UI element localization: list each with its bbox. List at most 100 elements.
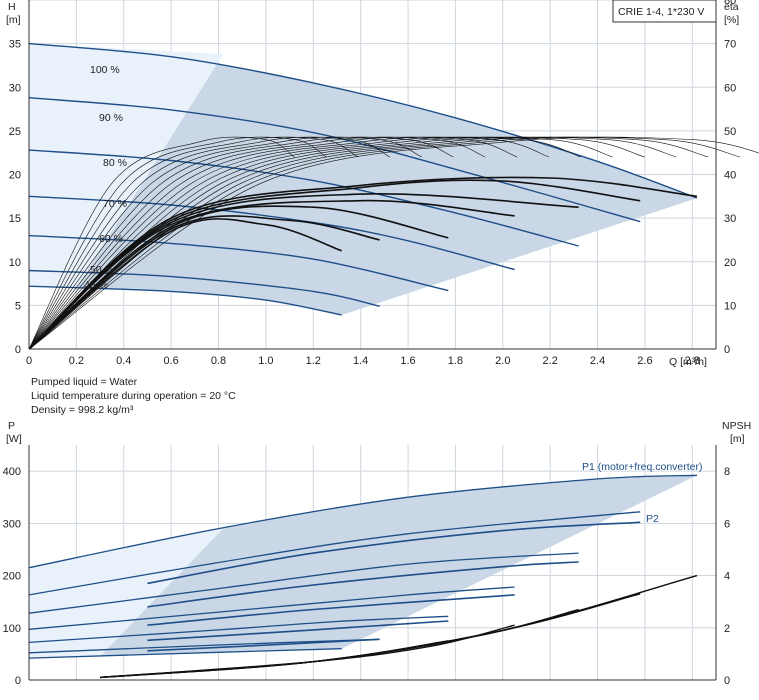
top-y-axis-name: H: [8, 1, 16, 13]
y-tick-label: 15: [9, 213, 21, 225]
npsh-tick-label: 2: [724, 623, 730, 635]
efficiency-thin-curve: [28, 136, 327, 350]
efficiency-curve-1: [28, 179, 641, 350]
y-tick-label: 35: [9, 39, 21, 51]
efficiency-thin-curve: [28, 136, 581, 350]
top-y-axis-unit: [m]: [6, 14, 21, 26]
p2-curve-2: [147, 594, 515, 626]
x-tick-label: 1.0: [258, 355, 273, 367]
top-x-axis-label: Q [m³/h]: [669, 356, 707, 368]
speed-label-45: 45 %: [84, 279, 108, 291]
y-tick-label: 20: [9, 170, 21, 182]
x-tick-label: 1.2: [306, 355, 321, 367]
npsh-tick-label: 6: [724, 518, 730, 530]
operating-area-dark: [29, 43, 697, 315]
p1-series-label: P1 (motor+freq.converter): [582, 461, 703, 473]
x-tick-label: 1.8: [448, 355, 463, 367]
right-y-tick-label: 20: [724, 257, 736, 269]
x-tick-label: 0.4: [116, 355, 131, 367]
low-flow-area: [29, 43, 224, 288]
head-curve-90: [28, 97, 641, 223]
head-curve-50: [28, 269, 380, 307]
y-tick-label: 5: [15, 300, 21, 312]
efficiency-thin-curve: [28, 136, 550, 350]
bottom-right-axis-unit: [m]: [730, 433, 745, 445]
x-tick-label: 2.4: [590, 355, 605, 367]
bottom-chart-axes: 0 100 200 300 400 0 2 4 6 8: [3, 445, 730, 687]
efficiency-curve-5: [28, 215, 380, 350]
y-tick-label: 30: [9, 82, 21, 94]
title-box: [612, 0, 717, 23]
x-tick-label: 2.2: [543, 355, 558, 367]
right-y-tick-label: 0: [724, 344, 730, 356]
power-low-flow-area: [29, 528, 224, 659]
right-y-tick-label: 40: [724, 170, 736, 182]
right-y-tick-label: 70: [724, 39, 736, 51]
power-tick-label: 300: [3, 518, 21, 530]
top-chart-curves: [28, 42, 759, 350]
top-right-axis-name: eta: [724, 1, 739, 13]
npsh-tick-label: 0: [724, 675, 730, 687]
right-y-tick-label: 30: [724, 213, 736, 225]
efficiency-thin-curve: [28, 136, 741, 350]
efficiency-thin-curve: [28, 136, 759, 350]
efficiency-curve-4: [28, 205, 449, 350]
y-tick-label: 0: [15, 344, 21, 356]
x-tick-label: 0.6: [163, 355, 178, 367]
power-tick-label: 400: [3, 466, 21, 478]
right-y-tick-label: 50: [724, 126, 736, 138]
speed-label-80: 80 %: [103, 157, 127, 169]
power-tick-label: 0: [15, 675, 21, 687]
liquid-temperature-text: Liquid temperature during operation = 20…: [31, 390, 236, 402]
p1-curve-0: [28, 474, 698, 569]
efficiency-thin-curve: [28, 136, 359, 350]
y-tick-label: 25: [9, 126, 21, 138]
p1-curve-4: [28, 615, 449, 644]
speed-label-90: 90 %: [99, 112, 123, 124]
bottom-y-axis-unit: [W]: [6, 433, 22, 445]
pumped-liquid-text: Pumped liquid = Water: [31, 376, 138, 388]
p2-curve-3: [147, 620, 449, 642]
p2-curve-4: [147, 638, 380, 652]
bottom-y-axis-name: P: [8, 420, 15, 432]
right-y-tick-label: 80: [724, 0, 736, 7]
density-text: Density = 998.2 kg/m³: [31, 404, 134, 416]
x-tick-label: 0.8: [211, 355, 226, 367]
x-tick-label: 1.4: [353, 355, 368, 367]
right-y-tick-label: 60: [724, 82, 736, 94]
p2-curve-1: [147, 561, 579, 608]
efficiency-thin-curve: [28, 136, 645, 350]
bottom-chart-curves: [28, 474, 698, 679]
efficiency-curve-0: [28, 176, 698, 350]
npsh-tick-label: 4: [724, 571, 730, 583]
chart-title: CRIE 1-4, 1*230 V: [618, 6, 704, 18]
speed-label-60: 60 %: [99, 233, 123, 245]
speed-label-100: 100 %: [90, 64, 120, 76]
power-tick-label: 200: [3, 571, 21, 583]
top-right-axis-unit: [%]: [724, 14, 739, 26]
power-tick-label: 100: [3, 623, 21, 635]
x-tick-label: 0.2: [69, 355, 84, 367]
x-tick-label: 2.8: [685, 355, 700, 367]
efficiency-curve-6: [28, 218, 342, 350]
speed-label-50: 50 %: [90, 264, 114, 276]
p2-series-label: P2: [646, 513, 659, 525]
p1-curve-2: [28, 552, 579, 614]
p2-curve-0: [147, 521, 641, 585]
efficiency-curve-3: [28, 199, 515, 350]
efficiency-thin-curve: [28, 136, 486, 350]
top-chart-operating-area: [29, 43, 697, 315]
npsh-tick-label: 8: [724, 466, 730, 478]
right-y-tick-label: 10: [724, 300, 736, 312]
p1-curve-1: [28, 511, 641, 596]
speed-label-70: 70 %: [103, 198, 127, 210]
p1-curve-3: [28, 586, 515, 630]
top-chart-axes: 0 0.2 0.4 0.6 0.8 1.0 1.2 1.4 1.6 1.8 2.0 2.2 2.4 2.6…: [9, 0, 736, 367]
npsh-curve-4: [100, 640, 449, 679]
p1-curve-6: [28, 648, 342, 659]
x-tick-label: 1.6: [400, 355, 415, 367]
bottom-right-axis-name: NPSH: [722, 420, 751, 432]
efficiency-thin-curve: [28, 136, 390, 350]
efficiency-thin-curve: [28, 136, 295, 350]
